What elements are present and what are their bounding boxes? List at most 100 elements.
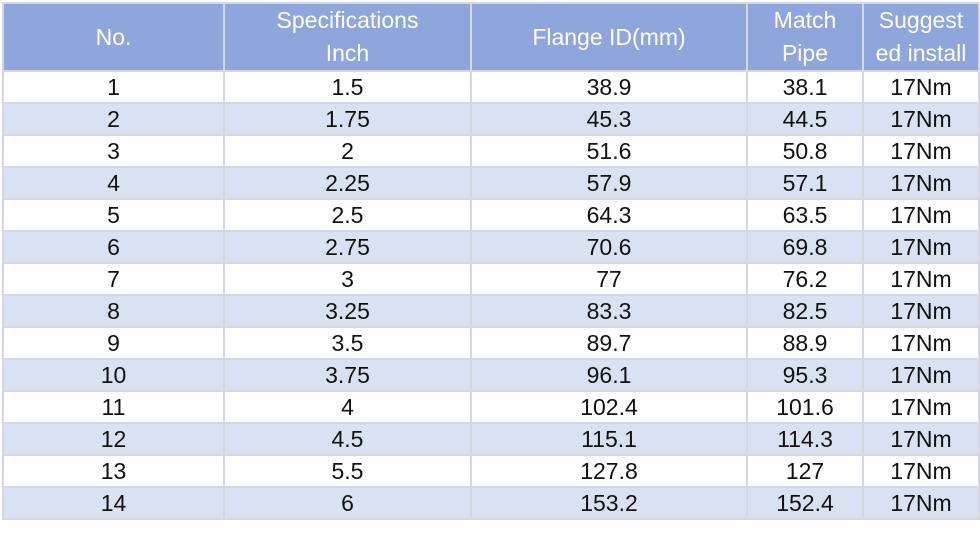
header-suggest-line2: ed install	[875, 40, 967, 66]
cell-match-pipe: 57.1	[746, 166, 864, 200]
cell-match-pipe: 38.1	[746, 70, 864, 104]
cell-install-torque: 17Nm	[862, 262, 980, 296]
cell-spec-inch: 4	[223, 390, 472, 424]
cell-no: 3	[2, 134, 225, 168]
table-row: 1 1.5 38.9 38.1 17Nm	[2, 70, 980, 104]
cell-match-pipe: 76.2	[746, 262, 864, 296]
cell-install-torque: 17Nm	[862, 102, 980, 136]
cell-no: 5	[2, 198, 225, 232]
cell-install-torque: 17Nm	[862, 358, 980, 392]
cell-no: 2	[2, 102, 225, 136]
header-row: No. Specifications Inch Flange ID(mm) Mat…	[2, 2, 980, 72]
cell-flange-id: 70.6	[470, 230, 748, 264]
header-flange-id: Flange ID(mm)	[470, 2, 748, 72]
header-no-label: No.	[95, 23, 132, 50]
cell-flange-id: 83.3	[470, 294, 748, 328]
cell-match-pipe: 44.5	[746, 102, 864, 136]
cell-spec-inch: 3.25	[223, 294, 472, 328]
table-row: 13 5.5 127.8 127 17Nm	[2, 454, 980, 488]
header-match-pipe: Match Pipe	[746, 2, 864, 72]
header-specifications-line1: Specifications	[276, 7, 419, 33]
cell-match-pipe: 114.3	[746, 422, 864, 456]
cell-spec-inch: 2	[223, 134, 472, 168]
spec-table: No. Specifications Inch Flange ID(mm) Mat…	[2, 2, 980, 520]
header-flange-id-label: Flange ID(mm)	[532, 23, 686, 50]
cell-no: 1	[2, 70, 225, 104]
cell-flange-id: 127.8	[470, 454, 748, 488]
cell-install-torque: 17Nm	[862, 454, 980, 488]
cell-spec-inch: 3	[223, 262, 472, 296]
cell-install-torque: 17Nm	[862, 166, 980, 200]
header-specifications-line2: Inch	[325, 40, 370, 66]
header-suggested-install: Suggest ed install	[862, 2, 980, 72]
cell-match-pipe: 88.9	[746, 326, 864, 360]
table-row: 6 2.75 70.6 69.8 17Nm	[2, 230, 980, 264]
cell-spec-inch: 1.75	[223, 102, 472, 136]
cell-spec-inch: 2.5	[223, 198, 472, 232]
cell-no: 13	[2, 454, 225, 488]
cell-spec-inch: 2.75	[223, 230, 472, 264]
cell-match-pipe: 69.8	[746, 230, 864, 264]
table-row: 7 3 77 76.2 17Nm	[2, 262, 980, 296]
header-suggest-line1: Suggest	[878, 7, 964, 33]
cell-match-pipe: 101.6	[746, 390, 864, 424]
table-row: 5 2.5 64.3 63.5 17Nm	[2, 198, 980, 232]
cell-spec-inch: 2.25	[223, 166, 472, 200]
table-body: 1 1.5 38.9 38.1 17Nm 2 1.75 45.3 44.5 17Nm 3 2 51.6 5…	[2, 70, 980, 520]
table-row: 4 2.25 57.9 57.1 17Nm	[2, 166, 980, 200]
cell-install-torque: 17Nm	[862, 134, 980, 168]
cell-match-pipe: 63.5	[746, 198, 864, 232]
cell-flange-id: 89.7	[470, 326, 748, 360]
table-row: 9 3.5 89.7 88.9 17Nm	[2, 326, 980, 360]
cell-flange-id: 96.1	[470, 358, 748, 392]
cell-flange-id: 115.1	[470, 422, 748, 456]
cell-match-pipe: 95.3	[746, 358, 864, 392]
cell-match-pipe: 127	[746, 454, 864, 488]
cell-spec-inch: 1.5	[223, 70, 472, 104]
header-no: No.	[2, 2, 225, 72]
cell-install-torque: 17Nm	[862, 70, 980, 104]
cell-flange-id: 153.2	[470, 486, 748, 520]
cell-install-torque: 17Nm	[862, 326, 980, 360]
table-row: 14 6 153.2 152.4 17Nm	[2, 486, 980, 520]
cell-no: 8	[2, 294, 225, 328]
cell-flange-id: 102.4	[470, 390, 748, 424]
cell-flange-id: 77	[470, 262, 748, 296]
cell-flange-id: 64.3	[470, 198, 748, 232]
table-row: 3 2 51.6 50.8 17Nm	[2, 134, 980, 168]
cell-spec-inch: 4.5	[223, 422, 472, 456]
cell-flange-id: 51.6	[470, 134, 748, 168]
cell-no: 14	[2, 486, 225, 520]
header-match-line2: Pipe	[781, 40, 829, 66]
cell-install-torque: 17Nm	[862, 230, 980, 264]
cell-no: 9	[2, 326, 225, 360]
cell-install-torque: 17Nm	[862, 422, 980, 456]
cell-no: 10	[2, 358, 225, 392]
table-row: 11 4 102.4 101.6 17Nm	[2, 390, 980, 424]
cell-spec-inch: 3.5	[223, 326, 472, 360]
cell-no: 7	[2, 262, 225, 296]
table-row: 2 1.75 45.3 44.5 17Nm	[2, 102, 980, 136]
cell-flange-id: 38.9	[470, 70, 748, 104]
header-match-line1: Match	[773, 7, 837, 33]
table-row: 12 4.5 115.1 114.3 17Nm	[2, 422, 980, 456]
cell-spec-inch: 3.75	[223, 358, 472, 392]
cell-match-pipe: 82.5	[746, 294, 864, 328]
cell-no: 12	[2, 422, 225, 456]
cell-flange-id: 45.3	[470, 102, 748, 136]
cell-no: 11	[2, 390, 225, 424]
cell-install-torque: 17Nm	[862, 294, 980, 328]
table-row: 8 3.25 83.3 82.5 17Nm	[2, 294, 980, 328]
cell-no: 6	[2, 230, 225, 264]
cell-no: 4	[2, 166, 225, 200]
header-specifications-inch: Specifications Inch	[223, 2, 472, 72]
table-row: 10 3.75 96.1 95.3 17Nm	[2, 358, 980, 392]
cell-match-pipe: 50.8	[746, 134, 864, 168]
cell-install-torque: 17Nm	[862, 390, 980, 424]
cell-flange-id: 57.9	[470, 166, 748, 200]
cell-spec-inch: 5.5	[223, 454, 472, 488]
cell-install-torque: 17Nm	[862, 486, 980, 520]
cell-install-torque: 17Nm	[862, 198, 980, 232]
cell-spec-inch: 6	[223, 486, 472, 520]
cell-match-pipe: 152.4	[746, 486, 864, 520]
